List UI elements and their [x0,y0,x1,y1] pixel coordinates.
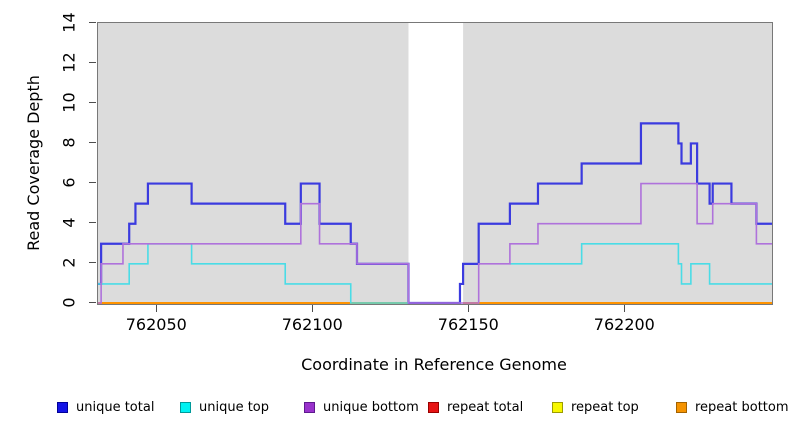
x-tick-label: 762050 [125,315,187,334]
x-tick-label: 762150 [437,315,499,334]
unique-top-line [509,242,772,285]
legend-label: unique total [76,400,155,415]
legend-swatch-icon [180,402,191,413]
plot-canvas [98,23,772,304]
y-tick-mark [89,21,96,23]
legend-label: repeat top [571,400,639,415]
y-tick-label: 8 [59,137,79,148]
x-tick-mark [624,305,626,312]
y-tick-mark [89,182,96,184]
legend-label: repeat total [447,400,524,415]
y-tick-mark [89,301,96,303]
legend-swatch-icon [57,402,68,413]
unique-total-line [98,122,772,304]
legend-label: unique bottom [323,400,419,415]
unique-bottom-line [98,182,772,304]
y-tick-mark [89,222,96,224]
x-axis-title: Coordinate in Reference Genome [301,355,567,374]
unique-top-line [98,242,409,304]
y-tick-label: 14 [59,11,79,33]
y-tick-label: 2 [59,257,79,268]
x-tick-mark [312,305,314,312]
y-tick-label: 4 [59,217,79,228]
y-tick-label: 10 [59,92,79,113]
x-tick-mark [156,305,158,312]
legend-swatch-icon [428,402,439,413]
x-tick-label: 762100 [281,315,343,334]
x-tick-label: 762200 [593,315,655,334]
y-tick-label: 6 [59,177,79,188]
plot-area [97,22,773,305]
legend-swatch-icon [304,402,315,413]
y-axis-title: Read Coverage Depth [24,75,43,251]
legend-label: unique top [199,400,270,415]
y-tick-mark [89,101,96,103]
y-tick-mark [89,262,96,264]
legend-swatch-icon [676,402,687,413]
legend-label: repeat bottom [695,400,789,415]
no-data-gap-band [408,23,464,304]
x-tick-mark [468,305,470,312]
y-tick-label: 0 [59,296,79,308]
y-tick-mark [89,141,96,143]
y-tick-label: 12 [59,51,79,73]
y-tick-mark [89,61,96,63]
legend-swatch-icon [552,402,563,413]
